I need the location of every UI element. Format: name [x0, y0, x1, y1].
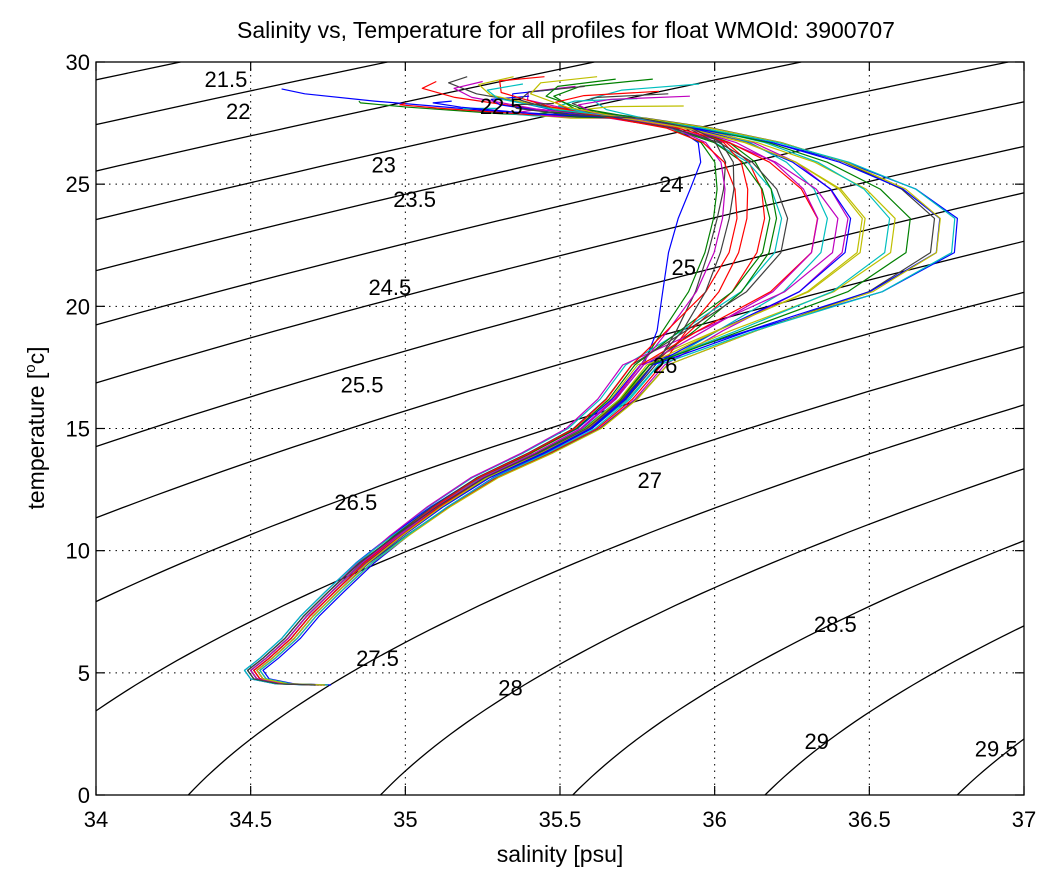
x-tick-label: 34	[84, 807, 108, 832]
density-contour-line	[96, 101, 1024, 326]
contour-label: 25	[671, 255, 695, 280]
density-contour-line	[96, 192, 1024, 448]
contour-label: 23.5	[393, 187, 436, 212]
profile-line	[253, 90, 738, 686]
profile-line	[259, 83, 956, 686]
density-contour-line	[96, 291, 1024, 603]
density-contour-line	[96, 62, 1009, 272]
y-tick-label: 25	[66, 172, 90, 197]
contour-label: 25.5	[341, 373, 384, 398]
contour-label: 24.5	[368, 275, 411, 300]
x-tick-label: 34.5	[229, 807, 272, 832]
contour-labels: 21.5 22 22.5 23 23.5 24 24.5 25 25.5 26 26.5 27 27.5…	[205, 67, 1018, 761]
density-contour-line	[187, 404, 1024, 795]
contour-label: 22.5	[480, 94, 523, 119]
contour-label: 26.5	[334, 490, 377, 515]
density-contour-line	[380, 468, 1024, 795]
profile-line	[247, 102, 735, 686]
y-tick-label: 0	[78, 783, 90, 808]
density-contour-line	[572, 540, 1024, 795]
x-tick-label: 35.5	[539, 807, 582, 832]
x-tick-label: 36.5	[848, 807, 891, 832]
density-contour-line	[96, 240, 1024, 519]
x-tick-label: 37	[1012, 807, 1036, 832]
profile-line	[253, 80, 766, 686]
contour-label: 28	[498, 675, 522, 700]
contour-label: 27	[637, 468, 661, 493]
axes-frame	[95, 61, 1025, 796]
contour-label: 29.5	[975, 737, 1018, 762]
density-contour-line	[764, 625, 1024, 795]
grid-lines	[96, 62, 1024, 795]
contour-label: 22	[226, 99, 250, 124]
y-tick-label: 20	[66, 294, 90, 319]
y-tick-label: 15	[66, 417, 90, 442]
profile-lines	[243, 76, 958, 686]
density-contour-line	[96, 345, 1024, 712]
density-contour-line	[956, 738, 1024, 795]
profile-line	[256, 76, 863, 686]
contour-label: 29	[805, 729, 829, 754]
x-tick-label: 36	[702, 807, 726, 832]
x-axis-label: salinity [psu]	[497, 841, 624, 867]
y-tick-label: 5	[78, 661, 90, 686]
y-tick-label: 10	[66, 539, 90, 564]
contour-label: 24	[659, 172, 683, 197]
tick-labels: 34 34.5 35 35.5 36 36.5 37 0 5 10 15 20 25 30	[66, 50, 1037, 832]
plot-frame	[95, 61, 1025, 796]
y-axis-label: temperature [oc]	[22, 346, 49, 509]
y-tick-label: 30	[66, 50, 90, 75]
profile-line	[253, 80, 726, 686]
x-tick-label: 35	[393, 807, 417, 832]
contour-label: 26	[653, 353, 677, 378]
contour-label: 23	[371, 153, 395, 178]
density-contour-line	[96, 62, 802, 221]
contour-label: 21.5	[205, 67, 248, 92]
contour-label: 28.5	[814, 612, 857, 637]
chart-title: Salinity vs, Temperature for all profile…	[237, 17, 895, 43]
contour-label: 27.5	[356, 646, 399, 671]
